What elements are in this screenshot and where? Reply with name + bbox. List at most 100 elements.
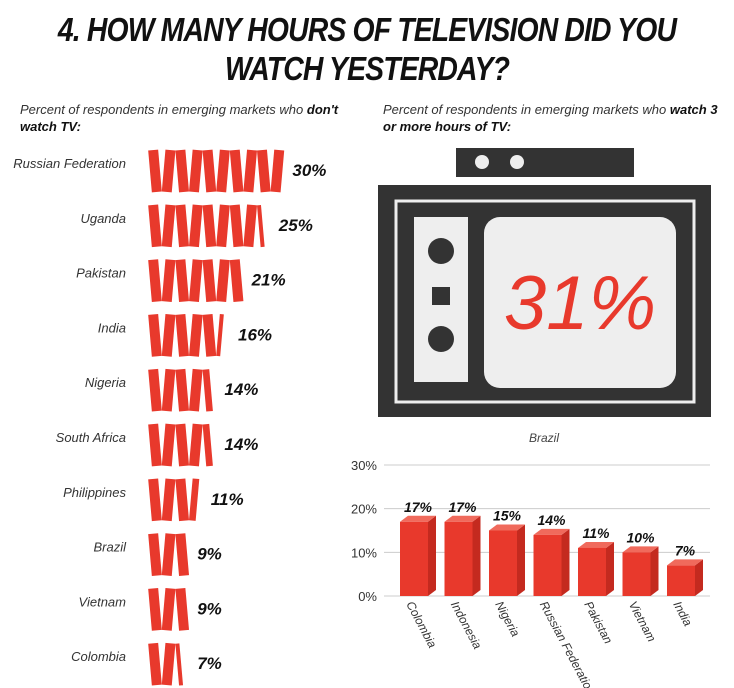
pictogram-row: South Africa 14%: [56, 423, 258, 467]
pictogram-bar: [161, 642, 176, 686]
bar-group: 17% Colombia: [400, 499, 440, 650]
bar-top: [444, 515, 481, 522]
pictogram-bar: [202, 423, 213, 467]
bar-value-label: 17%: [404, 499, 433, 515]
pictogram-bar: [175, 368, 190, 412]
pictogram-bar: [202, 149, 217, 193]
x-category-label: Pakistan: [581, 599, 615, 646]
bar: [667, 565, 695, 596]
category-label: Uganda: [80, 211, 126, 226]
value-label: 16%: [238, 325, 272, 344]
bar-group: 15% Nigeria: [489, 508, 525, 639]
pictogram-row: Uganda 25%: [80, 204, 313, 248]
x-category-label: Vietnam: [626, 599, 659, 644]
pictogram-bar: [202, 314, 217, 357]
value-label: 21%: [251, 271, 286, 290]
pictogram-bar: [175, 478, 190, 522]
pictogram-row: India 16%: [98, 314, 272, 357]
category-label: South Africa: [56, 430, 126, 445]
pictogram-bar: [148, 149, 162, 193]
pictogram-bar: [256, 149, 271, 193]
pictogram-bar: [161, 478, 176, 522]
bar-value-label: 11%: [583, 525, 611, 541]
value-label: 9%: [197, 599, 222, 618]
y-tick-label: 20%: [351, 502, 377, 517]
pictogram-bar: [188, 259, 203, 302]
pictogram-bar: [175, 204, 190, 248]
pictogram-bar: [148, 533, 162, 576]
bar-side: [650, 546, 659, 596]
pictogram-bar: [175, 314, 190, 357]
value-label: 11%: [211, 490, 244, 509]
pictogram-bar: [161, 423, 176, 467]
pictogram-bar: [161, 533, 176, 576]
highlight-country: Brazil: [529, 431, 559, 445]
category-label: Pakistan: [76, 266, 126, 281]
bar-side: [606, 541, 614, 596]
pictogram-bar: [161, 368, 176, 412]
category-label: Philippines: [63, 485, 126, 500]
tv-knob-right-icon: [510, 155, 524, 169]
value-label: 9%: [197, 545, 222, 564]
x-category-label: India: [670, 599, 695, 629]
pictogram-row: Russian Federation 30%: [13, 149, 326, 193]
value-label: 14%: [224, 380, 258, 399]
bar-side: [517, 524, 525, 596]
pictogram-bar: [148, 423, 162, 467]
pictogram-row: Nigeria 14%: [85, 368, 258, 412]
bar-top: [578, 541, 614, 548]
pictogram-bar: [188, 204, 203, 248]
x-category-label: Nigeria: [492, 599, 522, 639]
right-subtitle: Percent of respondents in emerging marke…: [383, 102, 718, 134]
pictogram-bar: [148, 204, 162, 248]
bar-group: 7% India: [667, 542, 703, 629]
pictogram-bar: [175, 643, 184, 686]
pictogram-bar: [175, 588, 190, 631]
value-label: 25%: [278, 216, 313, 235]
bar: [533, 534, 562, 596]
bar: [578, 547, 606, 596]
value-label: 7%: [197, 654, 222, 673]
pictogram-bar: [229, 259, 244, 302]
pictogram-bar: [188, 423, 203, 467]
page-title: 4. HOW MANY HOURS OF TELEVISION DID YOU …: [57, 11, 677, 87]
tv-dial-top-icon: [428, 238, 454, 264]
bar-top: [533, 528, 570, 535]
pictogram-bar: [161, 149, 176, 193]
pictogram-bar: [161, 204, 176, 248]
pictogram-bar: [216, 149, 230, 193]
tv-button-square-icon: [432, 287, 450, 305]
bar: [622, 552, 651, 596]
category-label: Colombia: [71, 649, 126, 664]
pictogram-bar: [229, 204, 244, 248]
pictogram-bar: [270, 149, 285, 193]
bar-value-label: 17%: [448, 499, 477, 515]
bar-value-label: 15%: [493, 508, 522, 524]
bar-top: [622, 546, 659, 553]
bar: [444, 521, 473, 596]
pictogram-bar: [188, 314, 203, 357]
pictogram-bar: [202, 204, 217, 248]
pictogram-row: Vietnam 9%: [79, 588, 222, 631]
pictogram-bar: [148, 478, 162, 522]
pictogram-bar: [229, 149, 244, 193]
pictogram-row: Pakistan 21%: [76, 259, 286, 302]
pictogram-bar: [161, 314, 176, 357]
pictogram-bar: [175, 259, 190, 302]
pictogram-bar: [188, 368, 203, 412]
pictogram-bar: [216, 259, 230, 302]
left-subtitle: Percent of respondents in emerging marke…: [20, 102, 339, 134]
bar-side: [472, 515, 481, 596]
pictogram-row: Philippines 11%: [63, 478, 244, 522]
category-label: India: [98, 320, 126, 335]
pictogram-row: Brazil 9%: [93, 533, 222, 576]
category-label: Brazil: [93, 540, 127, 555]
bar-side: [561, 528, 570, 596]
bar-top: [667, 559, 703, 566]
tv-knob-left-icon: [475, 155, 489, 169]
bar-group: 10% Vietnam: [622, 529, 659, 644]
bar: [400, 521, 428, 596]
pictogram-bar: [188, 149, 203, 193]
